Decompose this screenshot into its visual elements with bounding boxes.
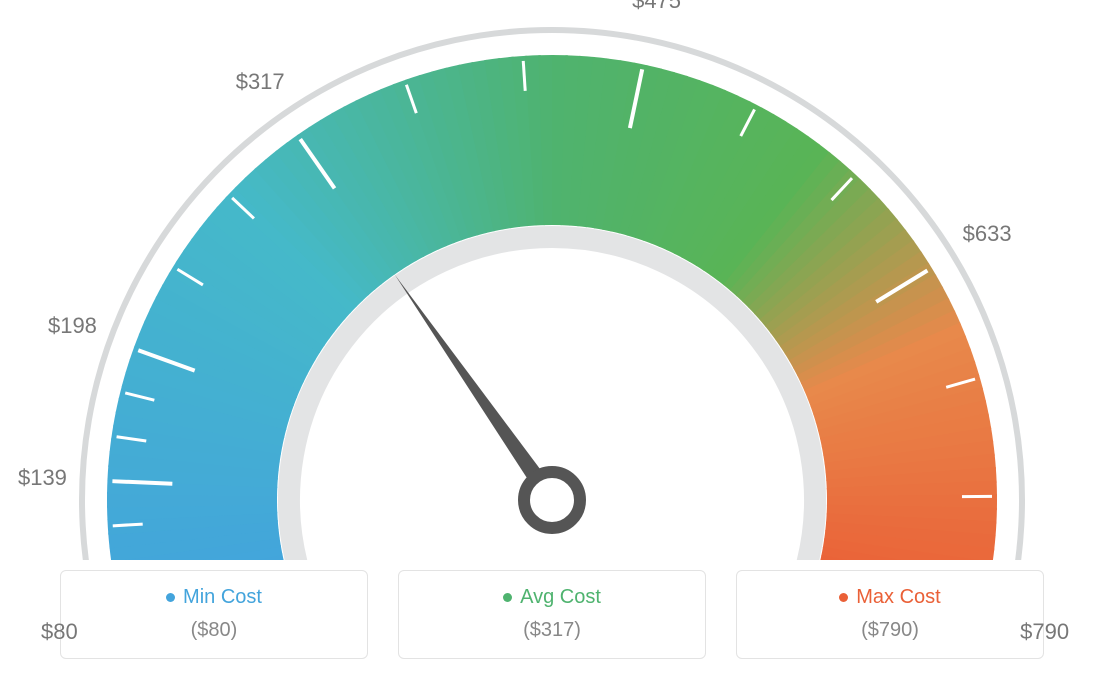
legend-title-min: Min Cost bbox=[166, 586, 262, 609]
gauge-needle bbox=[395, 274, 560, 505]
legend-label-min: Min Cost bbox=[183, 586, 262, 609]
gauge-svg bbox=[0, 0, 1104, 560]
legend-card-avg: Avg Cost ($317) bbox=[398, 570, 706, 659]
tick-label-4: $475 bbox=[632, 0, 681, 14]
gauge-hub bbox=[524, 472, 580, 528]
tick-label-1: $139 bbox=[18, 465, 67, 491]
legend-value-avg: ($317) bbox=[409, 619, 695, 642]
tick-label-3: $317 bbox=[236, 69, 285, 95]
legend-card-min: Min Cost ($80) bbox=[60, 570, 368, 659]
tick-label-5: $633 bbox=[963, 221, 1012, 247]
tick-label-0: $80 bbox=[41, 619, 78, 645]
legend-value-min: ($80) bbox=[71, 619, 357, 642]
legend-label-max: Max Cost bbox=[856, 586, 940, 609]
legend-title-max: Max Cost bbox=[839, 586, 940, 609]
legend-value-max: ($790) bbox=[747, 619, 1033, 642]
gauge-container: $80$139$198$317$475$633$790 bbox=[0, 0, 1104, 560]
legend-label-avg: Avg Cost bbox=[520, 586, 601, 609]
legend-dot-max bbox=[839, 593, 848, 602]
tick-label-2: $198 bbox=[48, 313, 97, 339]
legend-title-avg: Avg Cost bbox=[503, 586, 601, 609]
legend-dot-avg bbox=[503, 593, 512, 602]
legend-row: Min Cost ($80) Avg Cost ($317) Max Cost … bbox=[0, 560, 1104, 659]
legend-card-max: Max Cost ($790) bbox=[736, 570, 1044, 659]
tick-label-6: $790 bbox=[1020, 619, 1069, 645]
legend-dot-min bbox=[166, 593, 175, 602]
